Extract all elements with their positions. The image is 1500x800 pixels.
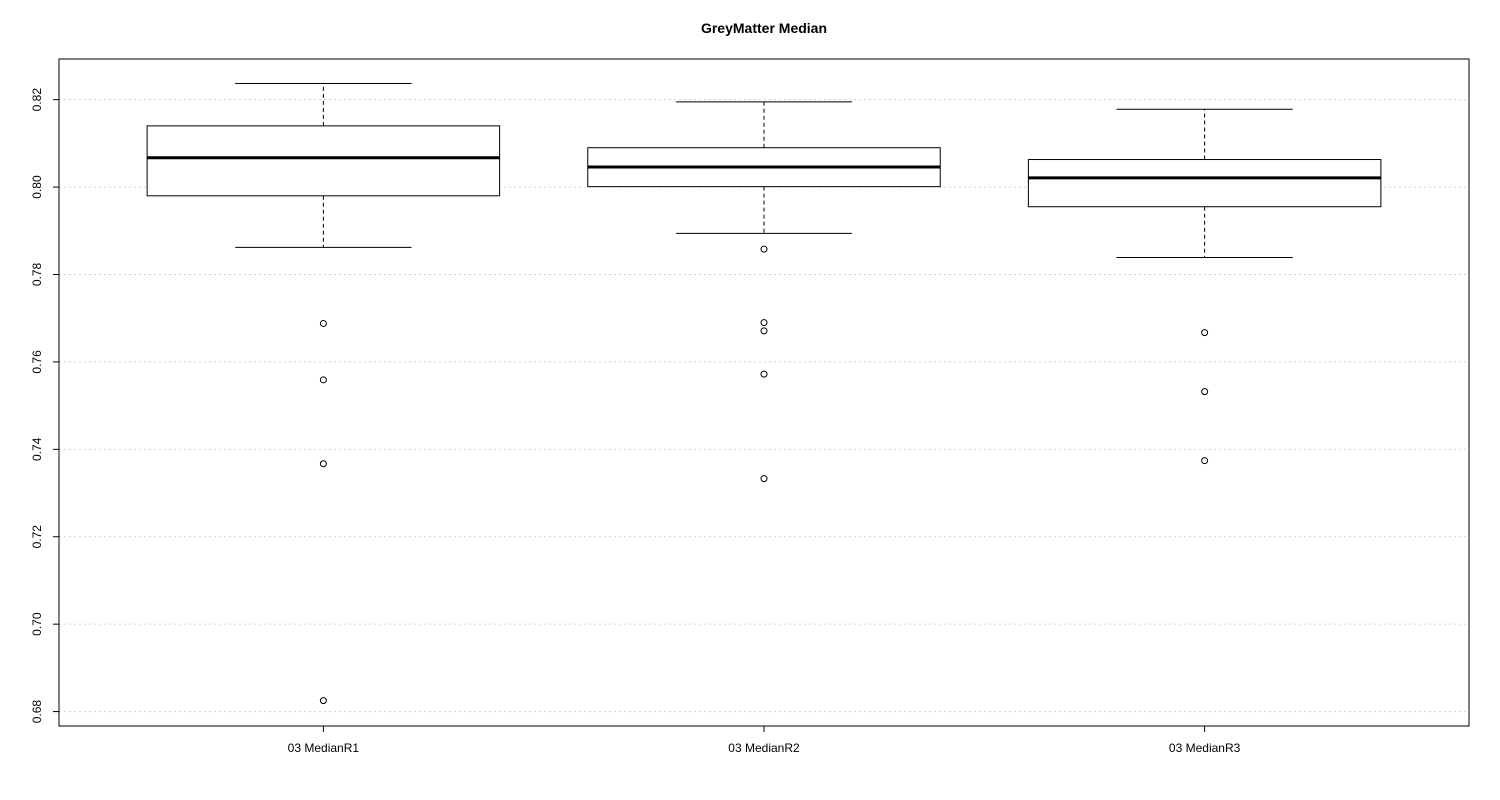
y-tick-label: 0.74: [30, 437, 44, 461]
outlier-point: [760, 475, 768, 483]
outlier-point: [760, 245, 768, 253]
y-tick-label: 0.68: [30, 700, 44, 724]
box-2: [587, 101, 941, 483]
axes: 0.68 0.70 0.72 0.74 0.76 0.78 0.80 0.82 03 Media…: [30, 88, 1241, 755]
chart-title: GreyMatter Median: [700, 20, 828, 36]
y-tick-label: 0.80: [30, 175, 44, 199]
y-tick-label: 0.78: [30, 262, 44, 286]
x-category-label: 03 MedianR2: [728, 741, 800, 755]
x-category-label: 03 MedianR3: [1169, 741, 1241, 755]
y-tick-label: 0.70: [30, 612, 44, 636]
y-tick-label: 0.82: [30, 88, 44, 112]
iqr-box: [1027, 159, 1382, 208]
outlier-point: [760, 370, 768, 378]
y-tick-label: 0.72: [30, 525, 44, 549]
outlier-point: [1201, 388, 1209, 396]
iqr-box: [146, 125, 501, 197]
outlier-point: [319, 376, 327, 384]
outlier-point: [760, 327, 768, 335]
outlier-point: [760, 319, 768, 327]
outlier-point: [319, 319, 327, 327]
outlier-point: [1201, 329, 1209, 337]
outlier-point: [319, 460, 327, 468]
box-3: [1027, 108, 1382, 465]
y-tick-label: 0.76: [30, 350, 44, 374]
x-category-label: 03 MedianR1: [288, 741, 360, 755]
outlier-point: [1201, 457, 1209, 465]
box-1: [146, 82, 501, 705]
boxes-layer: [146, 82, 1382, 705]
outlier-point: [319, 697, 327, 705]
